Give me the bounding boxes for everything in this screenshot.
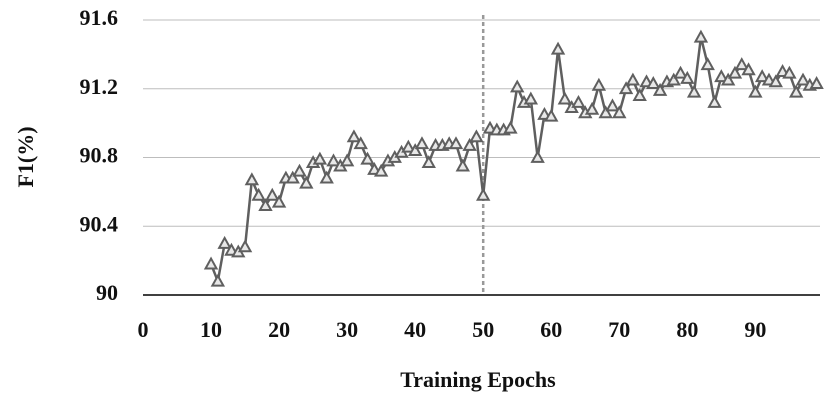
point-marker xyxy=(700,57,715,71)
x-tick-label: 70 xyxy=(608,317,630,342)
point-marker xyxy=(401,139,416,153)
point-marker xyxy=(591,77,607,91)
point-marker xyxy=(421,155,436,169)
x-tick-label: 0 xyxy=(138,317,149,342)
point-marker xyxy=(476,187,491,201)
point-marker xyxy=(414,136,430,150)
point-marker xyxy=(210,273,226,287)
y-axis-title: F1(%) xyxy=(13,126,38,187)
point-marker xyxy=(707,94,722,108)
point-marker xyxy=(618,81,634,95)
point-marker xyxy=(557,91,573,105)
point-marker xyxy=(251,187,266,201)
point-marker xyxy=(809,76,824,89)
point-marker xyxy=(782,65,797,79)
point-marker xyxy=(768,74,783,88)
point-marker xyxy=(673,65,688,79)
x-tick-label: 50 xyxy=(472,317,494,342)
point-marker xyxy=(312,151,328,165)
point-marker xyxy=(598,105,613,119)
point-marker xyxy=(544,108,559,122)
y-tick-label: 90 xyxy=(96,280,118,305)
point-marker xyxy=(319,170,334,184)
x-tick-label: 90 xyxy=(744,317,766,342)
point-marker xyxy=(360,151,375,165)
point-marker xyxy=(244,172,260,186)
point-marker xyxy=(353,136,368,150)
point-marker xyxy=(754,69,770,83)
point-marker xyxy=(680,70,695,84)
point-marker xyxy=(714,69,729,83)
y-tick-label: 90.4 xyxy=(80,211,119,236)
point-marker xyxy=(605,98,620,112)
point-marker xyxy=(339,153,355,167)
point-marker xyxy=(788,84,804,98)
point-marker xyxy=(237,239,253,253)
point-marker xyxy=(734,57,749,71)
y-tick-label: 91.2 xyxy=(80,74,119,99)
x-tick-label: 10 xyxy=(200,317,222,342)
point-marker xyxy=(510,79,525,93)
point-marker xyxy=(265,187,280,201)
point-marker xyxy=(469,129,484,143)
point-marker xyxy=(373,163,389,177)
point-marker xyxy=(693,29,709,43)
x-tick-label: 80 xyxy=(676,317,698,342)
point-marker xyxy=(748,84,763,98)
x-axis-title: Training Epochs xyxy=(400,367,556,392)
point-marker xyxy=(666,72,681,86)
point-marker xyxy=(632,88,647,102)
point-marker xyxy=(795,72,811,86)
point-marker xyxy=(346,129,362,143)
x-tick-label: 30 xyxy=(336,317,358,342)
point-marker xyxy=(571,94,586,108)
y-tick-label: 90.8 xyxy=(80,143,119,168)
point-marker xyxy=(455,158,470,172)
point-marker xyxy=(686,84,702,98)
point-marker xyxy=(612,105,627,119)
point-marker xyxy=(292,163,307,177)
data-line xyxy=(209,36,817,286)
y-tick-label: 91.6 xyxy=(80,5,119,30)
point-marker xyxy=(326,153,341,167)
point-marker xyxy=(299,175,314,189)
point-marker xyxy=(523,91,539,105)
point-marker xyxy=(407,143,423,157)
point-marker xyxy=(652,82,668,96)
point-marker xyxy=(258,198,273,212)
x-tick-label: 20 xyxy=(268,317,290,342)
point-marker xyxy=(448,136,464,150)
point-marker xyxy=(584,101,600,115)
point-marker xyxy=(720,72,736,86)
point-marker xyxy=(203,256,219,270)
point-marker xyxy=(727,65,743,79)
point-marker xyxy=(285,170,300,184)
point-marker xyxy=(530,149,545,163)
x-tick-label: 40 xyxy=(404,317,426,342)
point-marker xyxy=(217,235,232,249)
point-marker xyxy=(503,120,518,134)
point-marker xyxy=(550,41,566,55)
point-marker xyxy=(271,194,287,208)
point-marker xyxy=(646,76,661,89)
point-marker xyxy=(741,62,756,76)
point-marker xyxy=(625,72,641,86)
x-tick-label: 60 xyxy=(540,317,562,342)
point-marker xyxy=(462,137,477,151)
